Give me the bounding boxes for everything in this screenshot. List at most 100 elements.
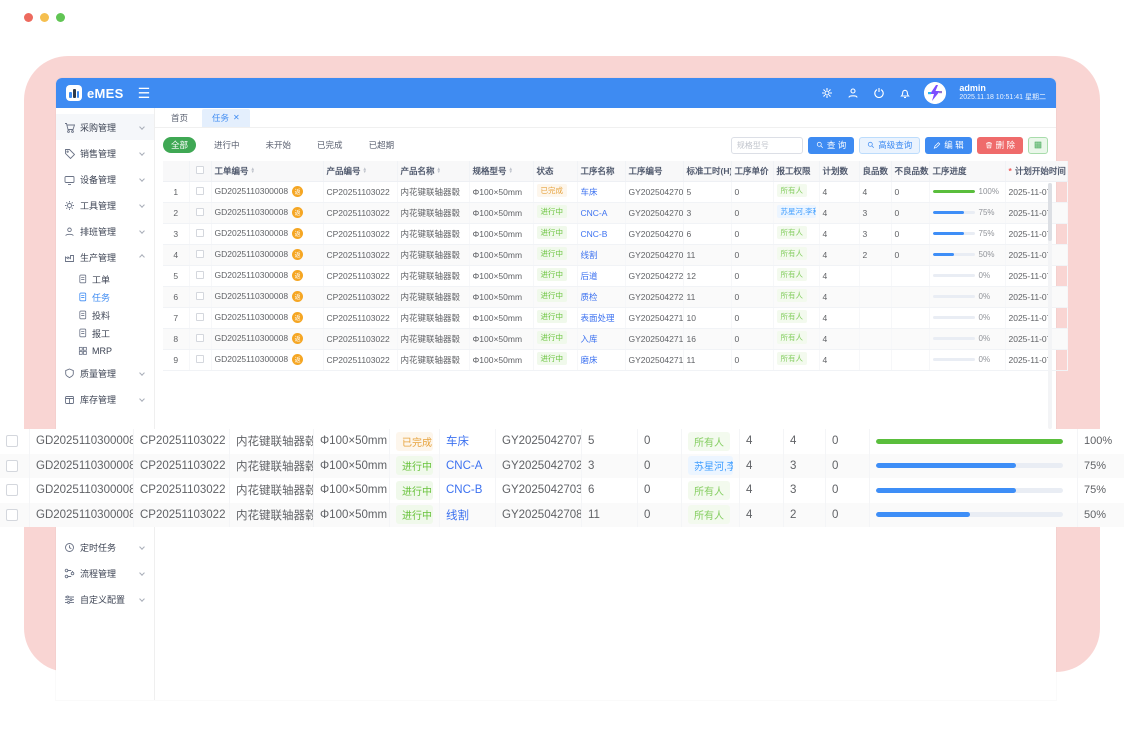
cell-report-auth: 所有人 (773, 307, 820, 329)
query-button[interactable]: 查 询 (807, 136, 855, 154)
ov-cell-product-name: 内花键联轴器毂 (230, 478, 314, 503)
edit-button[interactable]: 编 辑 (925, 136, 972, 154)
process-link[interactable]: 后道 (580, 270, 598, 281)
progress-bar: 75% (932, 229, 1002, 238)
report-auth-tag: 所有人 (776, 289, 807, 302)
sidebar-subitem-workorder[interactable]: 工单 (56, 270, 154, 288)
settings-icon[interactable] (820, 87, 833, 100)
row-checkbox[interactable] (6, 435, 18, 448)
chevron-down-icon (139, 176, 145, 182)
maximize-window-button[interactable] (56, 13, 65, 22)
filter-chip-2[interactable]: 未开始 (265, 140, 292, 150)
sidebar-item-tool[interactable]: 工具管理 (56, 192, 154, 218)
cell-report-auth: 所有人 (773, 244, 820, 266)
menu-toggle-icon[interactable]: ☰ (137, 85, 151, 101)
cell-plan-qty: 4 (819, 223, 860, 245)
header-1[interactable]: 产品编号 ▲ ▼ (323, 161, 398, 182)
sidebar-item-production[interactable]: 生产管理 (56, 244, 154, 270)
row-checkbox[interactable] (196, 186, 204, 195)
tab-home[interactable]: 首页 (161, 109, 198, 127)
row-checkbox[interactable] (196, 354, 204, 363)
row-checkbox[interactable] (6, 484, 18, 497)
progress-track (876, 463, 1063, 469)
header-2[interactable]: 产品名称 ▲ ▼ (397, 161, 470, 182)
filter-chip-4[interactable]: 已超期 (368, 140, 395, 150)
process-link[interactable]: 表面处理 (580, 312, 615, 323)
sidebar-item-shift[interactable]: 排班管理 (56, 218, 154, 244)
tab-tasks[interactable]: 任务 ✕ (202, 109, 250, 127)
header-3[interactable]: 规格型号 ▲ ▼ (469, 161, 534, 182)
process-link[interactable]: CNC-A (446, 459, 483, 472)
minimize-window-button[interactable] (40, 13, 49, 22)
process-link[interactable]: 入库 (580, 333, 598, 344)
bell-icon[interactable] (898, 87, 911, 100)
sort-icon[interactable]: ▲ ▼ (436, 166, 441, 174)
vertical-scrollbar[interactable] (1048, 183, 1052, 429)
process-link[interactable]: 磨床 (580, 354, 598, 365)
sidebar-subitem-report[interactable]: 报工 (56, 324, 154, 342)
filter-chip-1[interactable]: 进行中 (214, 140, 240, 150)
sort-icon[interactable]: ▲ ▼ (250, 166, 255, 174)
row-checkbox[interactable] (196, 228, 204, 237)
cell-order: GD2025110300008 返 (211, 328, 324, 350)
sidebar-item-sales[interactable]: 销售管理 (56, 140, 154, 166)
process-link[interactable]: 线割 (580, 249, 598, 260)
header-14[interactable]: *计划开始时间▲▼ (1005, 161, 1068, 182)
sort-icon[interactable]: ▲ ▼ (508, 166, 513, 174)
order-number: GD2025110300008 (36, 508, 134, 521)
process-link[interactable]: CNC-A (580, 207, 608, 218)
header-9: 报工权限 (773, 161, 820, 182)
report-auth-tag: 苏星河,李秋水 (776, 205, 816, 218)
query-label: 查 询 (826, 140, 847, 150)
sidebar-item-inventory[interactable]: 库存管理 (56, 386, 154, 412)
scrollbar-thumb[interactable] (1048, 183, 1052, 241)
close-tab-icon[interactable]: ✕ (233, 113, 240, 122)
spec-search-input[interactable] (730, 136, 803, 154)
row-checkbox[interactable] (196, 312, 204, 321)
sidebar-subitem-task[interactable]: 任务 (56, 288, 154, 306)
logo-text: eMES (87, 85, 124, 101)
sidebar-subitem-feeding[interactable]: 投料 (56, 306, 154, 324)
row-checkbox[interactable] (196, 207, 204, 216)
user-icon[interactable] (846, 87, 859, 100)
sidebar-item-purchase[interactable]: 采购管理 (56, 114, 154, 140)
process-link[interactable]: 车床 (580, 186, 598, 197)
sort-icon[interactable]: ▲ ▼ (362, 166, 367, 174)
cell-product-code: CP20251103022 (323, 307, 398, 329)
process-link[interactable]: 车床 (446, 436, 469, 449)
cell-select (189, 307, 212, 329)
power-icon[interactable] (872, 87, 885, 100)
advanced-query-button[interactable]: 高级查询 (859, 136, 921, 154)
row-checkbox[interactable] (196, 270, 204, 279)
progress-bar: 0% (932, 271, 1002, 280)
sidebar-item-flow[interactable]: 流程管理 (56, 560, 154, 586)
sidebar-item-cron[interactable]: 定时任务 (56, 534, 154, 560)
row-checkbox[interactable] (196, 291, 204, 300)
process-link[interactable]: 线割 (446, 509, 469, 522)
sidebar-item-quality[interactable]: 质量管理 (56, 360, 154, 386)
process-link[interactable]: CNC-B (446, 484, 483, 497)
export-grid-button[interactable] (1028, 136, 1048, 154)
header-0[interactable]: 工单编号 ▲ ▼ (211, 161, 324, 182)
cell-product-code: CP20251103022 (323, 265, 398, 287)
filter-chip-0[interactable]: 全部 (163, 137, 197, 153)
process-link[interactable]: CNC-B (580, 228, 608, 239)
select-all-checkbox[interactable] (196, 165, 204, 174)
avatar[interactable] (924, 82, 947, 104)
cell-unit-price: 0 (731, 244, 774, 266)
process-link[interactable]: 质检 (580, 291, 598, 302)
row-checkbox[interactable] (6, 508, 18, 521)
delete-button[interactable]: 删 除 (976, 136, 1023, 154)
cell-product-code: CP20251103022 (323, 181, 398, 203)
sidebar-item-custom[interactable]: 自定义配置 (56, 586, 154, 612)
row-checkbox[interactable] (196, 333, 204, 342)
sidebar-item-device[interactable]: 设备管理 (56, 166, 154, 192)
row-checkbox[interactable] (196, 249, 204, 258)
filter-chip-3[interactable]: 已完成 (317, 140, 343, 150)
table-row: 8 GD2025110300008 返 CP20251103022 内花键联轴器毂 Φ10… (163, 328, 1068, 350)
user-info[interactable]: admin 2025.11.18 10:51:41 星期二 (959, 83, 1046, 102)
row-checkbox[interactable] (6, 459, 18, 472)
close-window-button[interactable] (24, 13, 33, 22)
sidebar-subitem-mrp[interactable]: MRP (56, 342, 154, 360)
